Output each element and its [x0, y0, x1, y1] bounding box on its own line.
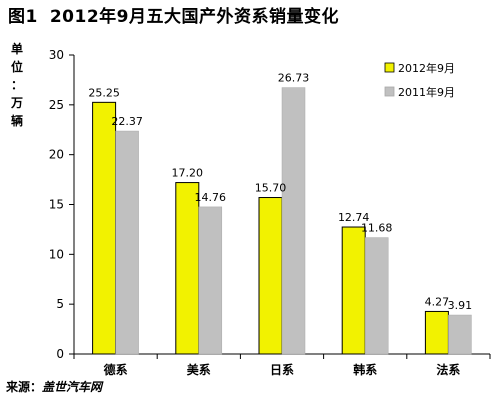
x-category-label: 法系	[436, 362, 460, 377]
bar-2011	[364, 237, 389, 355]
bar-2012	[258, 197, 283, 355]
bar-2012	[341, 226, 366, 355]
bar-value-label: 3.91	[448, 299, 473, 312]
y-unit-char: 万	[10, 96, 23, 110]
x-category-label: 韩系	[353, 362, 377, 377]
bar-value-label: 26.73	[278, 72, 310, 85]
y-tick-label: 30	[49, 48, 64, 62]
y-unit-char: 辆	[10, 114, 23, 128]
y-unit-char: 位	[10, 60, 23, 74]
legend-label: 2011年9月	[398, 85, 455, 99]
legend-label: 2012年9月	[398, 61, 455, 75]
y-tick-label: 25	[49, 98, 64, 112]
y-tick-label: 0	[56, 347, 64, 361]
source-value: 盖世汽车网	[42, 380, 103, 394]
bar-value-label: 12.74	[338, 211, 370, 224]
bar-value-label: 14.76	[195, 191, 227, 204]
bar-2011	[115, 130, 139, 355]
title-text: 2012年9月五大国产外资系销量变化	[49, 7, 339, 27]
source-label: 来源：	[6, 380, 43, 394]
bar-2011	[281, 87, 306, 355]
y-tick-label: 20	[49, 148, 64, 162]
bar-2012	[175, 182, 200, 355]
y-tick-label: 5	[56, 297, 64, 311]
legend-swatch	[384, 62, 395, 73]
bar-value-label: 11.68	[361, 222, 393, 235]
bar-value-label: 4.27	[425, 295, 450, 308]
figure-number: 图1	[8, 7, 38, 27]
legend-swatch	[384, 86, 395, 97]
chart-title: 图1 2012年9月五大国产外资系销量变化	[8, 2, 496, 32]
bar-value-label: 25.25	[88, 86, 120, 99]
bar-value-label: 22.37	[111, 115, 143, 128]
bar-value-label: 15.70	[255, 182, 287, 195]
y-tick-label: 15	[49, 198, 64, 212]
bar-2011	[198, 206, 223, 355]
bar-2012	[424, 310, 449, 355]
y-unit-char: 单	[10, 42, 23, 56]
source-note: 来源：盖世汽车网	[6, 378, 102, 395]
bar-2011	[448, 314, 472, 355]
x-category-label: 日系	[270, 362, 294, 377]
bar-2012	[92, 101, 117, 355]
y-tick-label: 10	[49, 247, 64, 261]
x-category-label: 德系	[104, 362, 128, 377]
x-category-label: 美系	[187, 362, 211, 377]
y-unit-char: ：	[10, 78, 23, 92]
bar-value-label: 17.20	[172, 167, 204, 180]
y-axis-unit-label: 单 位 ： 万 辆	[6, 40, 28, 130]
